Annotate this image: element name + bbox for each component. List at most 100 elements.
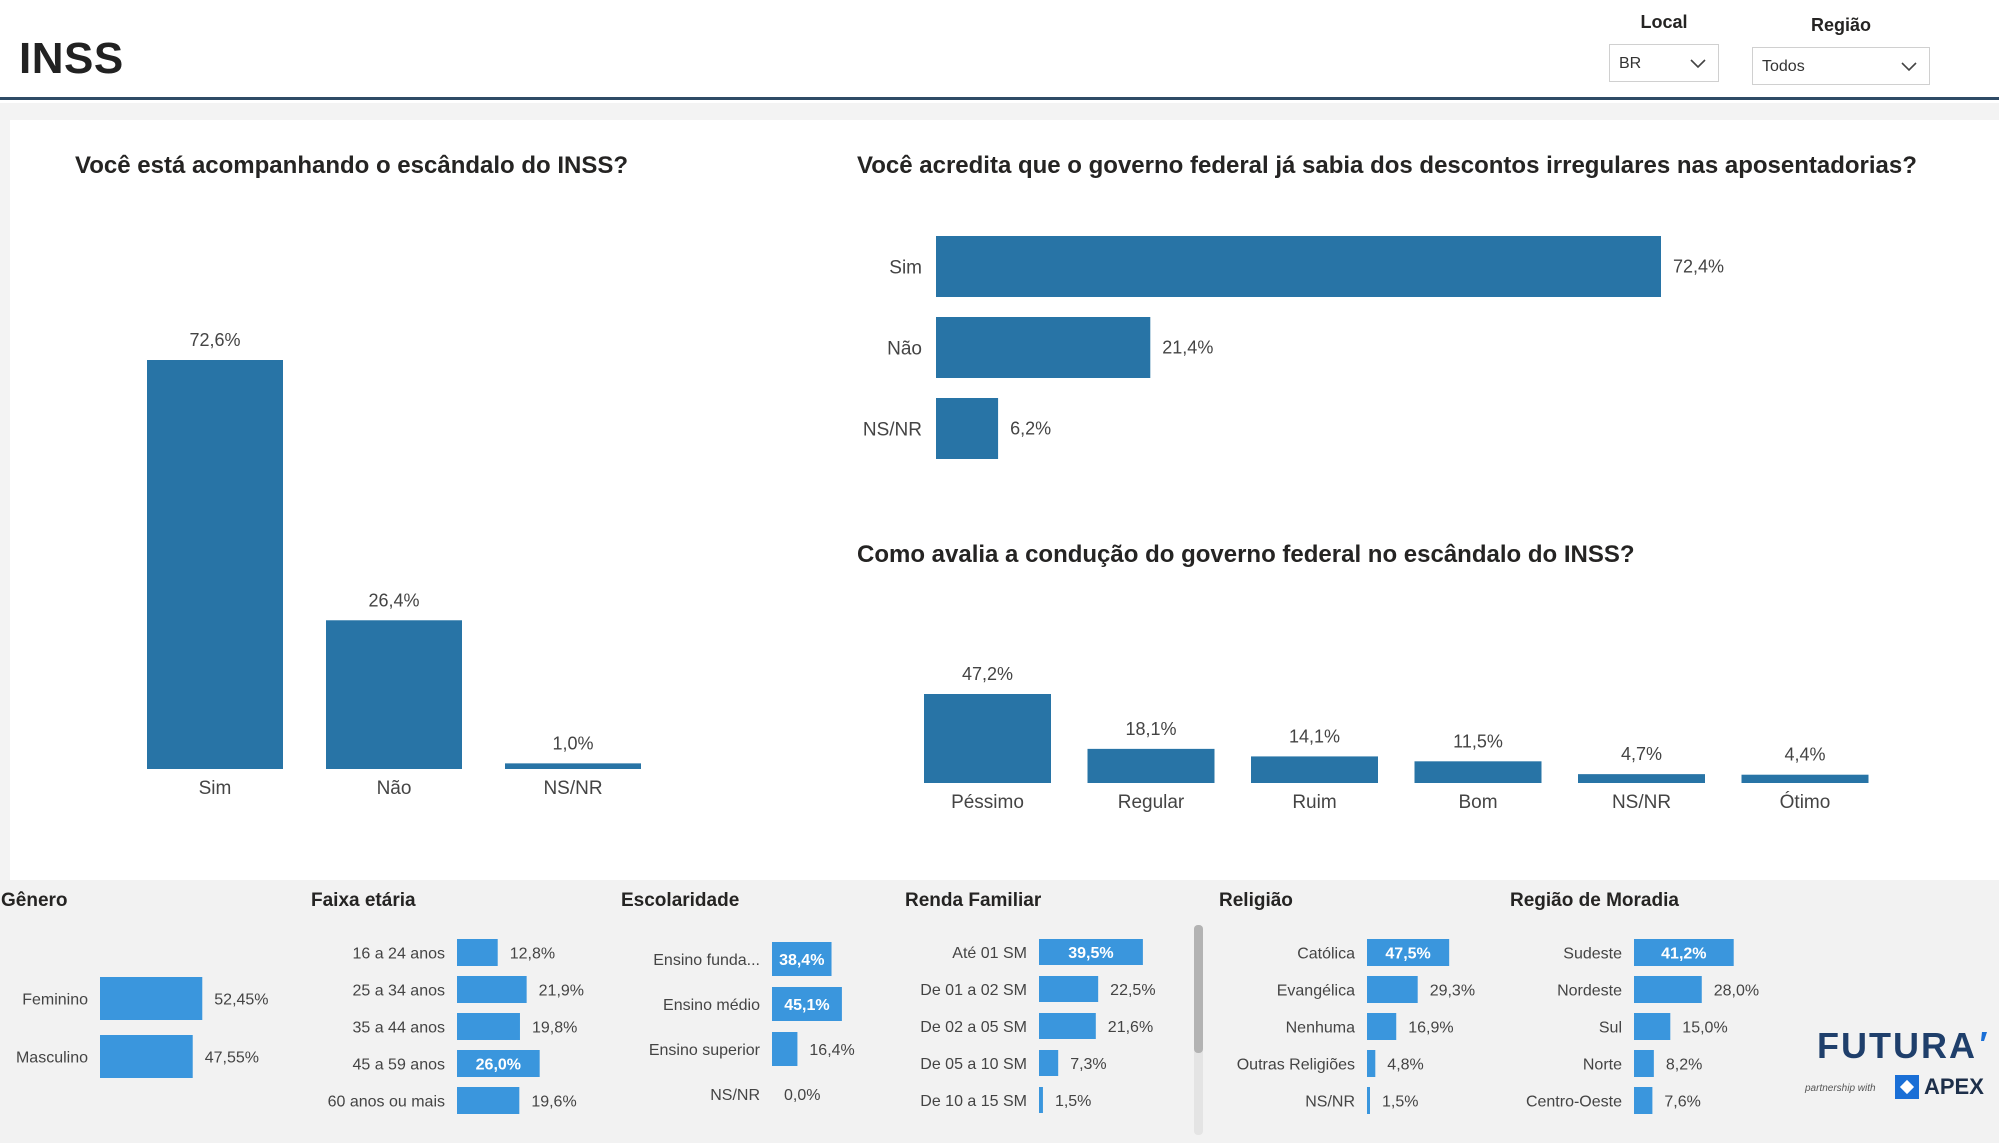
category-label-genero-0: Feminino [22,992,88,1009]
data-label-conducao-3: 11,5% [1453,731,1503,751]
category-label-conducao-3: Bom [1458,792,1497,813]
data-label-genero-0: 52,45% [214,992,268,1009]
bar-conducao-2 [1251,756,1378,783]
bar-faixa-0 [457,939,498,966]
renda-scrollbar-thumb[interactable] [1194,925,1203,1053]
group-title-escolaridade: Escolaridade [621,890,740,911]
category-label-religiao-4: NS/NR [1305,1094,1355,1111]
bar-religiao-2 [1367,1013,1397,1040]
data-label-conducao-1: 18,1% [1125,719,1176,739]
data-label-escolaridade-0: 38,4% [779,952,824,969]
futura-logo: FUTURA partnership with APEX [1805,1025,1995,1105]
data-label-conducao-0: 47,2% [962,664,1013,684]
bar-regiao-4 [1634,1087,1653,1114]
bar-regiao-3 [1634,1050,1654,1077]
apex-mark-icon [1895,1075,1919,1099]
data-label-sabia-2: 6,2% [1010,419,1051,439]
chart-title-sabia: Você acredita que o governo federal já s… [857,152,1917,179]
chart-faixa: 16 a 24 anos 12,8% 25 a 34 anos 21,9% 35 a 4… [328,939,584,1114]
bar-renda-2 [1039,1013,1096,1039]
bar-conducao-4 [1578,774,1705,783]
data-label-religiao-3: 4,8% [1387,1057,1423,1074]
bar-acompanhando-0 [147,360,283,769]
category-label-renda-4: De 10 a 15 SM [920,1093,1027,1110]
local-dropdown[interactable]: BR [1609,44,1719,82]
regiao-dropdown[interactable]: Todos [1752,47,1930,85]
data-label-renda-3: 7,3% [1070,1056,1106,1073]
category-label-faixa-1: 25 a 34 anos [352,983,445,1000]
category-label-conducao-5: Ótimo [1780,791,1831,813]
apex-wordmark: APEX [1924,1074,1984,1099]
futura-accent-icon [1981,1032,1987,1041]
bar-sabia-1 [936,317,1151,378]
data-label-genero-1: 47,55% [205,1050,259,1067]
regiao-dropdown-value: Todos [1762,58,1805,75]
chart-conducao: 47,2% Péssimo 18,1% Regular 14,1% Ruim 11,5% Bo… [924,664,1869,813]
group-title-religiao: Religião [1219,890,1293,911]
bar-acompanhando-1 [326,620,462,769]
data-label-faixa-1: 21,9% [539,983,584,1000]
category-label-renda-2: De 02 a 05 SM [920,1019,1027,1036]
report-header: INSS Local BR Região Todos [0,0,1999,100]
partnership-text: partnership with [1805,1083,1876,1094]
data-label-renda-2: 21,6% [1108,1019,1153,1036]
data-label-religiao-1: 29,3% [1430,983,1475,1000]
data-label-sabia-1: 21,4% [1162,338,1213,358]
regiao-slicer: Região Todos [1752,15,1930,85]
category-label-renda-0: Até 01 SM [952,945,1027,962]
renda-scrollbar-track[interactable] [1194,925,1203,1135]
data-label-renda-4: 1,5% [1055,1093,1091,1110]
bar-escolaridade-1 [772,987,842,1021]
data-label-conducao-2: 14,1% [1289,726,1340,746]
page-title: INSS [19,34,124,83]
bar-renda-3 [1039,1050,1059,1076]
bar-sabia-0 [936,236,1661,297]
chevron-down-icon [1690,59,1706,69]
category-label-renda-1: De 01 a 02 SM [920,982,1027,999]
regiao-slicer-label: Região [1810,15,1871,35]
data-label-regiao-0: 41,2% [1661,946,1706,963]
category-label-regiao-3: Norte [1583,1057,1622,1074]
bar-conducao-5 [1741,774,1869,783]
futura-wordmark: FUTURA [1817,1025,1977,1066]
category-label-acompanhando-2: NS/NR [543,778,602,799]
data-label-religiao-4: 1,5% [1382,1094,1418,1111]
bar-renda-0 [1039,939,1143,965]
data-label-escolaridade-3: 0,0% [784,1087,820,1104]
bar-faixa-4 [457,1087,520,1114]
data-label-conducao-4: 4,7% [1621,744,1662,764]
category-label-faixa-0: 16 a 24 anos [352,946,445,963]
category-label-renda-3: De 05 a 10 SM [920,1056,1027,1073]
data-label-acompanhando-2: 1,0% [552,733,593,753]
category-label-religiao-0: Católica [1297,946,1355,963]
category-label-conducao-4: NS/NR [1612,792,1671,813]
group-title-faixa: Faixa etária [311,890,416,911]
group-title-genero: Gênero [1,890,68,911]
data-label-faixa-0: 12,8% [510,946,555,963]
data-label-sabia-0: 72,4% [1673,257,1724,277]
data-label-acompanhando-0: 72,6% [189,330,240,350]
bar-faixa-2 [457,1013,520,1040]
bar-renda-4 [1039,1087,1043,1113]
category-label-religiao-2: Nenhuma [1286,1020,1355,1037]
demographics-strip: Gênero Faixa etária Escolaridade Renda F… [0,880,1999,1143]
group-title-renda: Renda Familiar [905,890,1042,911]
bar-faixa-1 [457,976,527,1003]
category-label-regiao-2: Sul [1599,1020,1622,1037]
category-label-religiao-3: Outras Religiões [1237,1057,1355,1074]
category-label-acompanhando-0: Sim [199,778,232,799]
panel-gutter-left [0,103,10,880]
data-label-renda-1: 22,5% [1110,982,1155,999]
data-label-regiao-3: 8,2% [1666,1057,1702,1074]
bar-religiao-3 [1367,1050,1376,1077]
local-slicer-label: Local [1640,12,1688,32]
bar-acompanhando-2 [505,763,641,769]
category-label-sabia-0: Sim [889,258,922,279]
bar-regiao-0 [1634,939,1734,966]
chart-regiao: Sudeste 41,2% Nordeste 28,0% Sul 15,0% Norte 8,… [1526,939,1759,1114]
chart-renda: Até 01 SM 39,5% De 01 a 02 SM 22,5% De 02 a … [920,939,1156,1113]
group-title-regiao: Região de Moradia [1510,890,1679,911]
bar-conducao-1 [1087,748,1215,783]
data-label-faixa-4: 19,6% [531,1094,576,1111]
data-label-religiao-0: 47,5% [1385,946,1430,963]
